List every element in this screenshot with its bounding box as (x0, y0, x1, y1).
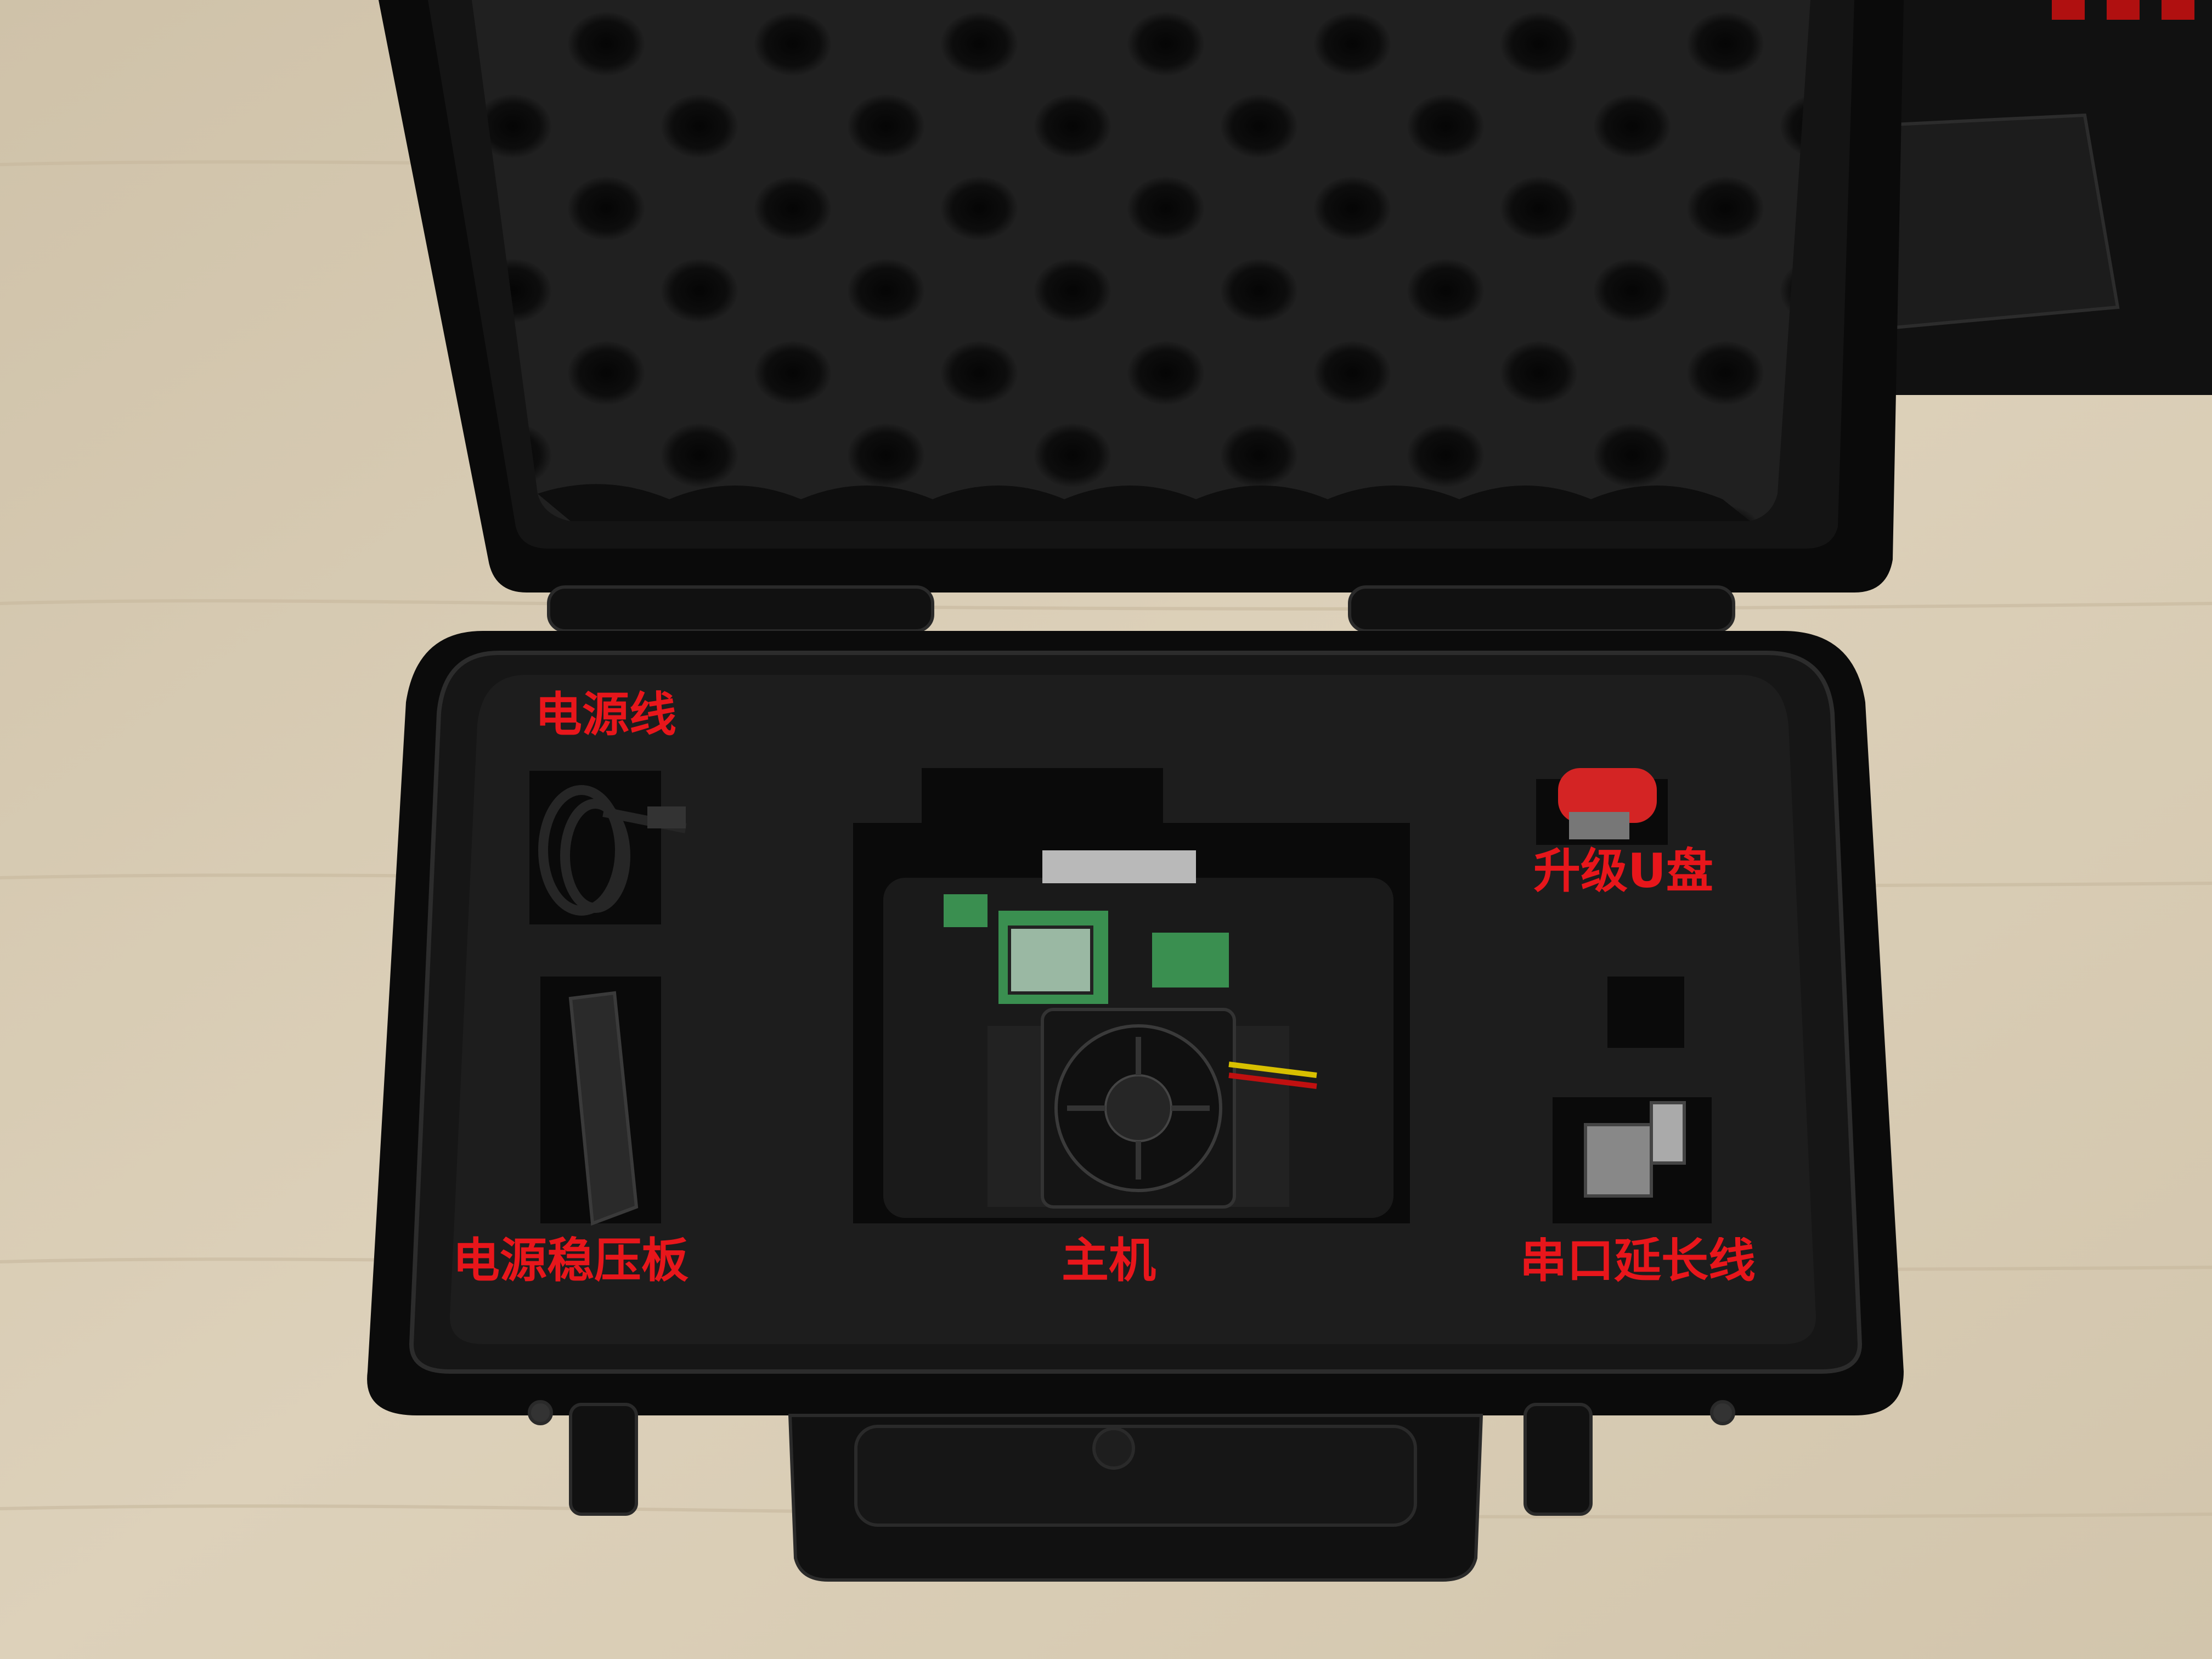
dc-plug (647, 806, 686, 828)
label-power-cable: 电源线 (535, 687, 676, 742)
case-lid (379, 0, 1904, 592)
usb-drive (1558, 768, 1657, 839)
case-front (528, 1400, 1735, 1582)
host-device (883, 850, 1393, 1218)
laptop (1854, 0, 2212, 395)
serial-extension-cable (1584, 1101, 1686, 1198)
label-upgrade-usb: 升级U盘 (1533, 844, 1713, 899)
regulator-board-bag (568, 991, 639, 1226)
label-host: 主机 (1062, 1233, 1156, 1288)
label-serial-extension: 串口延长线 (1520, 1237, 1756, 1284)
label-regulator-board: 电源稳压板 (453, 1233, 689, 1288)
